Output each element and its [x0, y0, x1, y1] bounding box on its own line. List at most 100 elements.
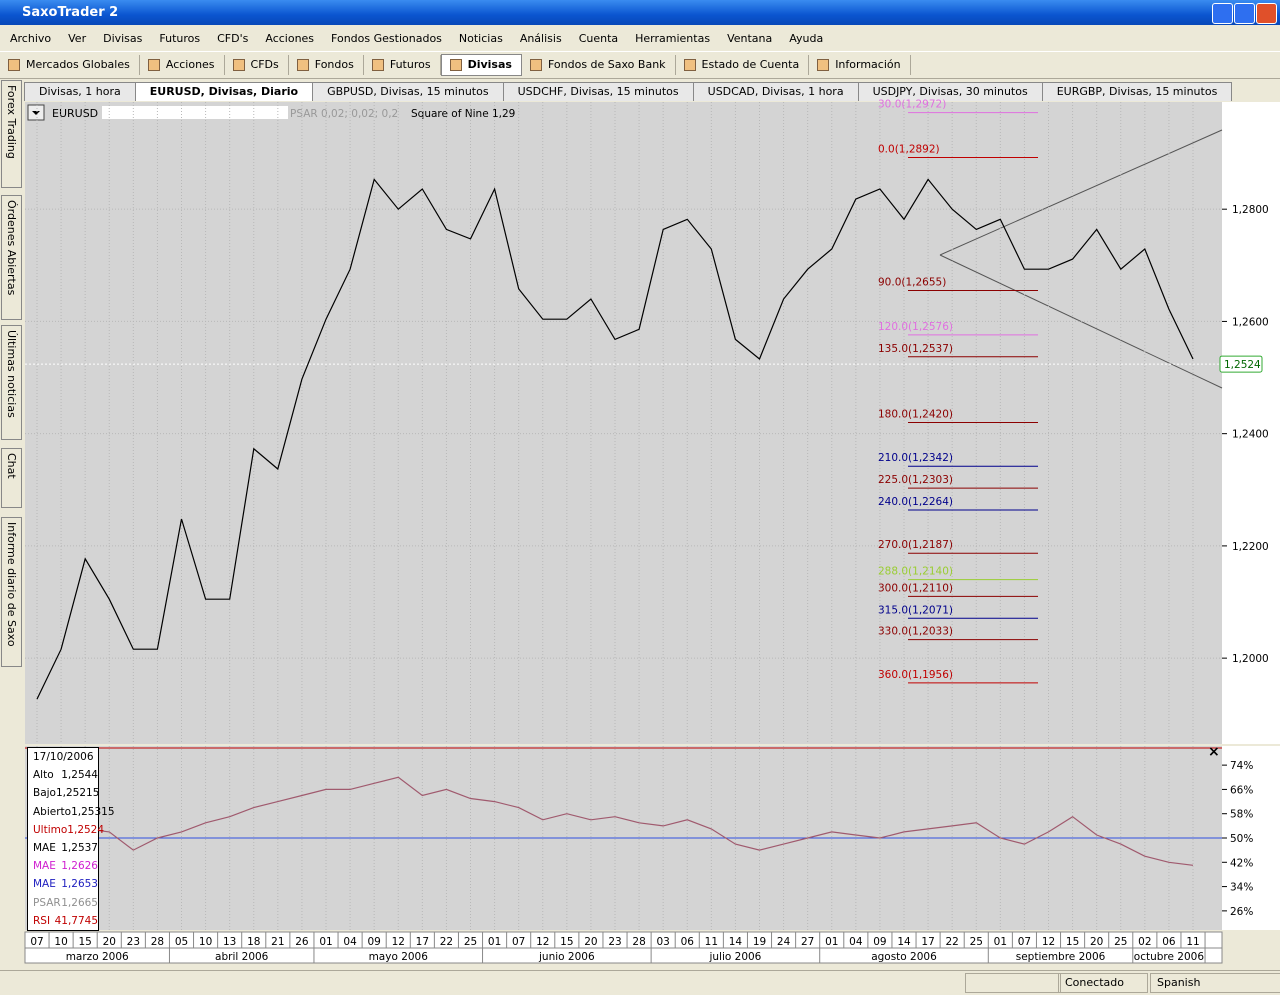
info-label: Bajo	[33, 787, 56, 800]
menu-item[interactable]: Cuenta	[578, 31, 619, 45]
fib-label: 288.0(1,2140)	[878, 566, 953, 578]
chart-tab[interactable]: USDCHF, Divisas, 15 minutos	[502, 82, 694, 101]
menu-item[interactable]: Ventana	[727, 31, 773, 45]
menu-item[interactable]: Archivo	[10, 31, 52, 45]
info-date: 17/10/2006	[33, 751, 94, 764]
chart-tab[interactable]: EURUSD, Divisas, Diario	[134, 82, 314, 101]
toolbar-label: Fondos	[314, 58, 354, 71]
menu-item[interactable]: Ver	[68, 31, 87, 45]
x-tick-label: 07	[30, 936, 43, 948]
info-value: 1,2665	[61, 896, 98, 909]
x-tick-label: 04	[849, 936, 863, 948]
info-value: 1,2544	[61, 769, 98, 782]
menu-item[interactable]: Noticias	[458, 31, 503, 45]
square-label: Square of Nine 1,29	[411, 108, 515, 120]
toolbar-button[interactable]: Acciones	[140, 55, 225, 75]
chart-tab[interactable]: EURGBP, Divisas, 15 minutos	[1041, 82, 1233, 101]
toolbar-label: Estado de Cuenta	[701, 58, 800, 71]
toolbar-icon	[8, 59, 20, 71]
side-tab[interactable]: Últimas noticias	[1, 325, 22, 440]
rsi-tick-label: 66%	[1230, 784, 1253, 796]
fib-label: 90.0(1,2655)	[878, 277, 946, 289]
x-tick-label: 22	[440, 936, 453, 948]
x-tick-label: 06	[681, 936, 695, 948]
x-tick-label: 27	[801, 936, 814, 948]
fib-label: 315.0(1,2071)	[878, 604, 953, 616]
x-tick-label: 14	[897, 936, 911, 948]
x-tick-label: 09	[367, 936, 380, 948]
fib-label: 120.0(1,2576)	[878, 321, 953, 333]
maximize[interactable]	[1234, 3, 1255, 24]
toolbar-button[interactable]: Futuros	[364, 55, 441, 75]
info-value: 1,2537	[61, 842, 98, 855]
menu-item[interactable]: Divisas	[103, 31, 143, 45]
toolbar-icon	[817, 59, 830, 71]
x-tick-label: 22	[945, 936, 958, 948]
x-tick-label: 17	[416, 936, 429, 948]
toolbar-icon	[449, 59, 462, 71]
rsi-tick-label: 50%	[1230, 833, 1253, 845]
fib-label: 240.0(1,2264)	[878, 496, 953, 508]
toolbar-button[interactable]: CFDs	[225, 55, 289, 75]
x-tick-label: 23	[127, 936, 140, 948]
chart-tab[interactable]: USDCAD, Divisas, 1 hora	[692, 82, 859, 101]
menu-item[interactable]: CFD's	[217, 31, 249, 45]
fib-label: 270.0(1,2187)	[878, 539, 953, 551]
fib-label: 225.0(1,2303)	[878, 474, 953, 486]
menu-item[interactable]: Acciones	[265, 31, 315, 45]
toolbar-label: Divisas	[467, 58, 512, 71]
menu-item[interactable]: Fondos Gestionados	[331, 31, 442, 45]
info-label: Ultimo	[33, 823, 68, 836]
month-label: mayo 2006	[369, 951, 429, 963]
last-price-tag	[1219, 355, 1263, 373]
close[interactable]	[1256, 3, 1277, 24]
toolbar-button[interactable]: Divisas	[440, 54, 522, 76]
month-label: agosto 2006	[871, 951, 937, 963]
info-value: 41,7745	[54, 914, 98, 927]
info-row: PSAR 1,2665	[28, 894, 98, 912]
rsi-line	[36, 776, 1194, 866]
side-tab[interactable]: Informe diario de Saxo	[1, 517, 22, 667]
rsi-tick-label: 42%	[1230, 857, 1253, 869]
x-tick-label: 07	[1018, 936, 1031, 948]
menu-item[interactable]: Herramientas	[635, 31, 711, 45]
month-label: septiembre 2006	[1016, 951, 1106, 963]
chart-tab[interactable]: GBPUSD, Divisas, 15 minutos	[312, 82, 504, 101]
toolbar-button[interactable]: Fondos	[289, 55, 364, 75]
month-label: marzo 2006	[66, 951, 129, 963]
title-bar: SaxoTrader 2	[0, 0, 1280, 25]
info-row: Bajo 1,25215	[28, 784, 99, 802]
chart-tab[interactable]: Divisas, 1 hora	[24, 82, 136, 101]
symbol-input[interactable]	[102, 106, 288, 119]
toolbar-icon	[529, 59, 542, 71]
x-tick-label: 15	[1066, 936, 1079, 948]
x-tick-label: 20	[1090, 936, 1103, 948]
chart: × EURUSD PSAR 0,02; 0,02; 0,2 Square of …	[24, 99, 1280, 964]
info-row: MAE 1,2537	[28, 839, 98, 857]
menu-item[interactable]: Ayuda	[789, 31, 824, 45]
toolbar-label: Fondos de Saxo Bank	[547, 58, 666, 71]
info-label: MAE	[33, 842, 56, 855]
info-row: RSI 41,7745	[28, 912, 98, 930]
minimize[interactable]	[1212, 3, 1233, 24]
toolbar-button[interactable]: Información	[809, 55, 911, 75]
toolbar-label: Acciones	[165, 58, 215, 71]
close-indicator[interactable]: ×	[1208, 744, 1220, 760]
info-label: RSI	[33, 914, 51, 927]
menu-item[interactable]: Futuros	[159, 31, 201, 45]
chart-tabs: Divisas, 1 hora EURUSD, Divisas, Diario GB…	[24, 82, 1280, 101]
price-axis	[1222, 102, 1280, 744]
side-tab[interactable]: Chat	[1, 448, 22, 508]
toolbar-button[interactable]: Fondos de Saxo Bank	[522, 55, 676, 75]
x-tick-label: 10	[199, 936, 212, 948]
toolbar-icon	[683, 59, 696, 71]
side-tab[interactable]: Forex Trading	[1, 80, 22, 188]
x-tick-label: 25	[464, 936, 477, 948]
menu-item[interactable]: Análisis	[519, 31, 562, 45]
chart-tab[interactable]: USDJPY, Divisas, 30 minutos	[857, 82, 1043, 101]
toolbar-button[interactable]: Estado de Cuenta	[676, 55, 810, 75]
x-tick-label: 01	[488, 936, 501, 948]
fib-label: 360.0(1,1956)	[878, 669, 953, 681]
side-tab[interactable]: Órdenes Abiertas	[1, 195, 22, 320]
toolbar-button[interactable]: Mercados Globales	[0, 55, 140, 75]
